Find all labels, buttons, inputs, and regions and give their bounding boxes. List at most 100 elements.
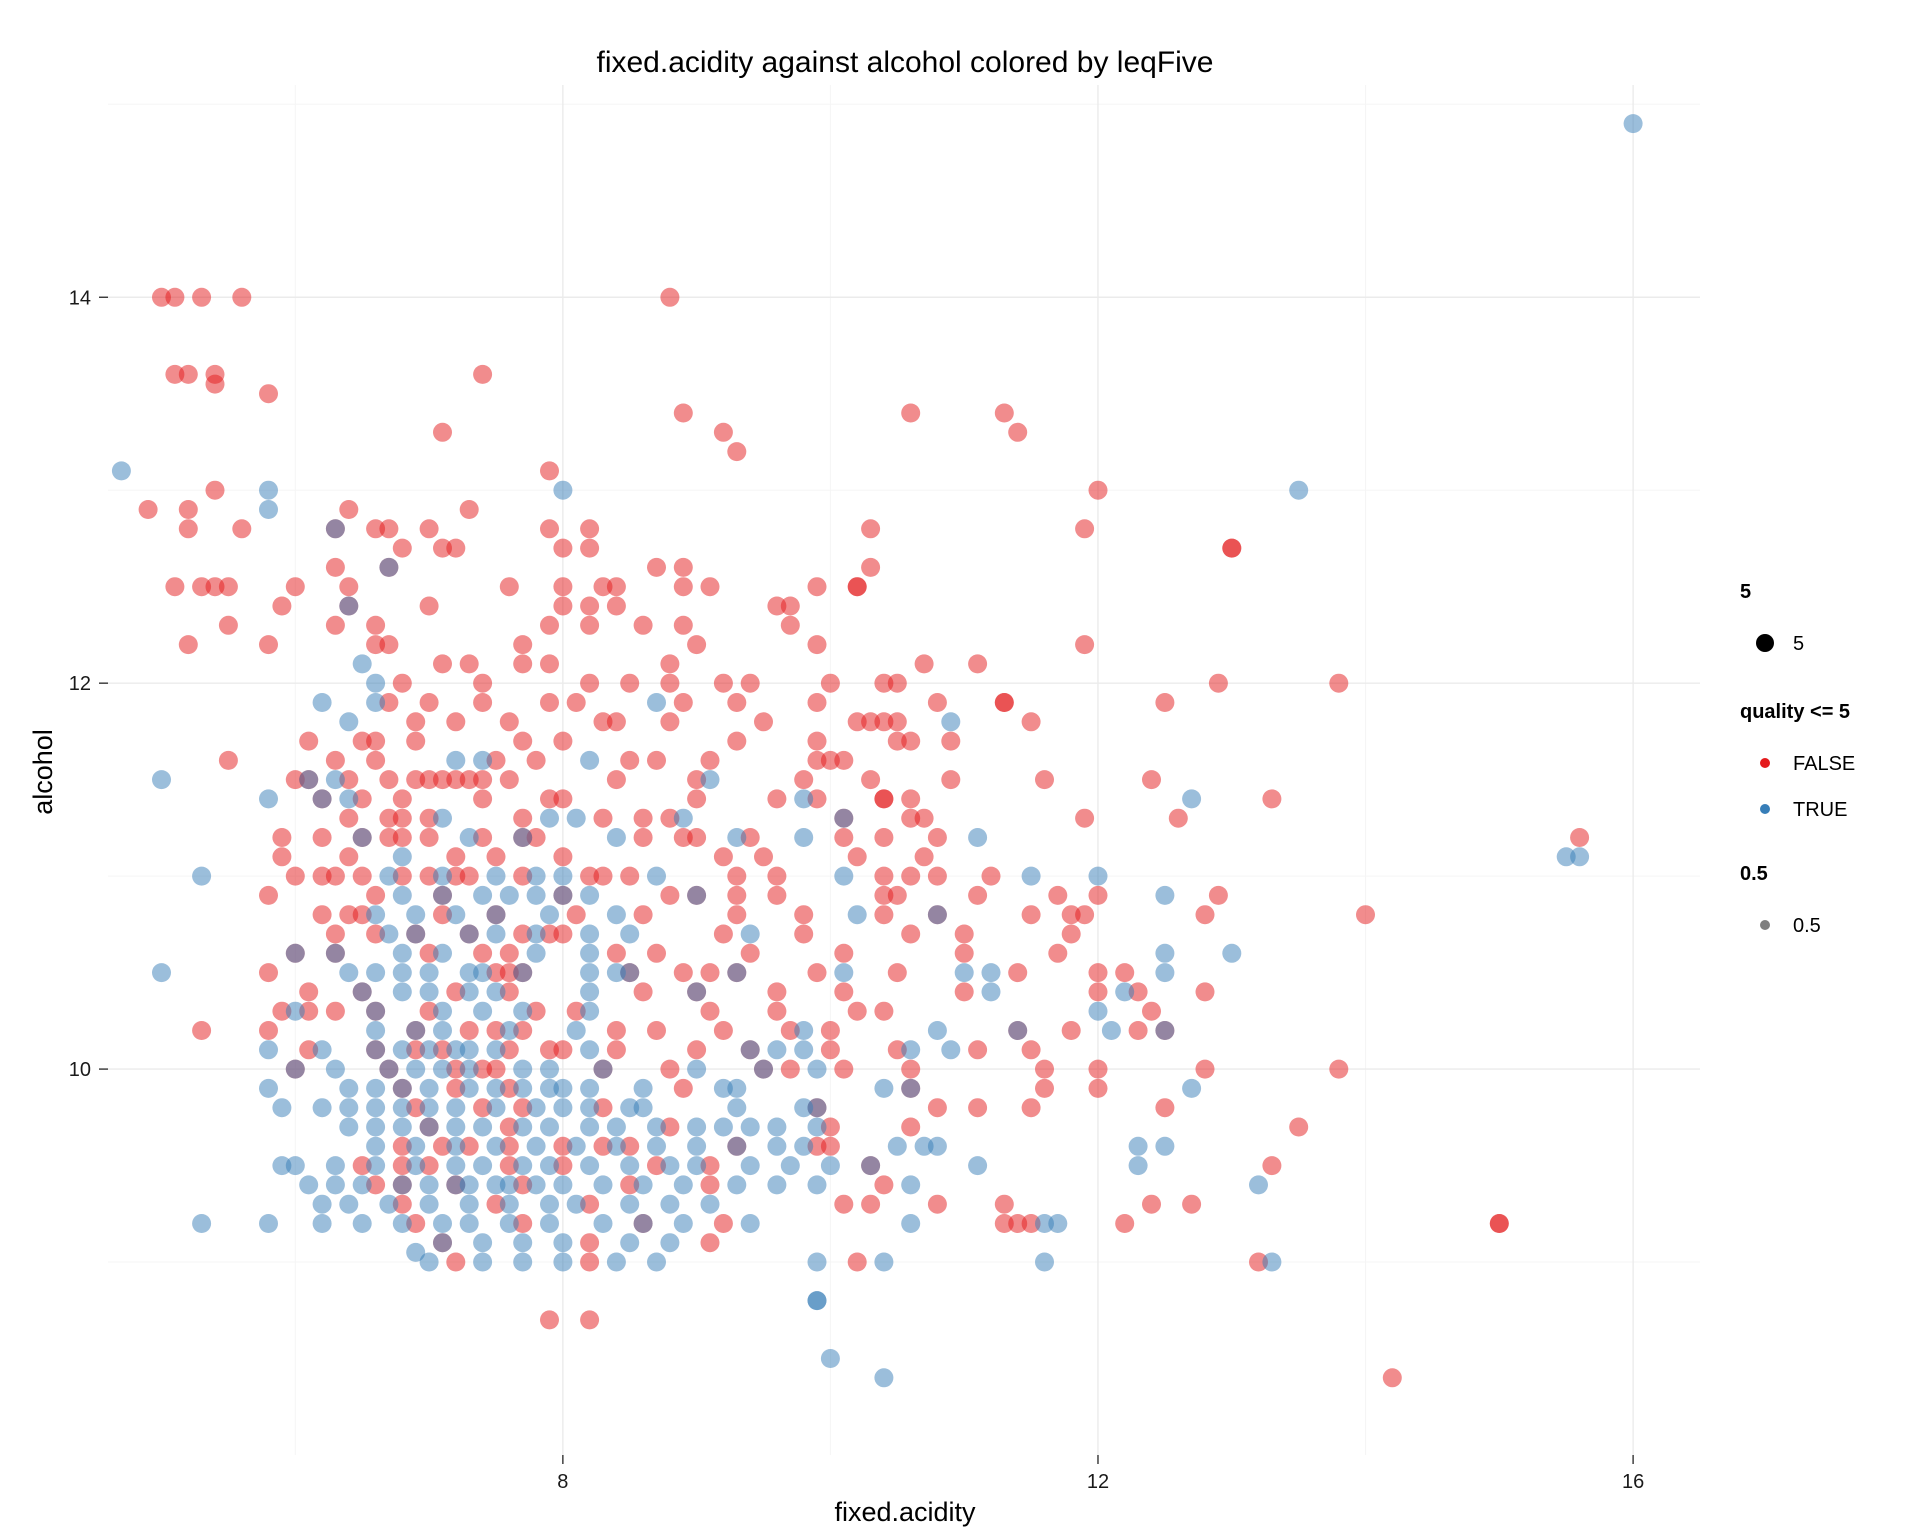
data-point-true [259,500,278,519]
data-point-false [540,693,559,712]
data-point-false [754,712,773,732]
data-point-false [566,693,586,712]
data-point-true [366,1040,386,1060]
data-point-false [713,1214,733,1233]
data-point-false [366,924,386,944]
data-point-true [847,905,867,925]
grid-layer [108,85,1700,1455]
legend: 5 5 quality <= 5 FALSE TRUE 0.5 0.5 [1740,581,1855,937]
data-point-false [540,615,559,635]
data-point-false [834,1194,854,1214]
data-point-false [647,1021,666,1040]
data-point-false [1021,712,1041,732]
data-point-false [419,693,439,712]
data-point-false [499,982,519,1002]
data-point-false [392,538,412,558]
data-point-false [499,1136,519,1156]
data-point-true [192,1214,212,1233]
data-point-false [1061,924,1081,944]
data-point-false [192,1021,212,1040]
data-point-false [392,808,412,828]
data-point-true [419,963,439,983]
data-point-false [499,577,519,597]
data-point-false [700,1175,720,1195]
data-point-false [459,866,479,886]
data-point-false [553,1136,573,1156]
data-point-false [887,673,907,693]
data-point-true [486,1040,506,1060]
data-point-false [620,750,640,770]
legend-label: FALSE [1793,753,1855,775]
data-point-true [352,1214,372,1233]
data-point-false [1035,1059,1054,1079]
data-point-false [820,1040,840,1060]
data-point-false [861,557,881,577]
data-point-true [446,1136,466,1156]
data-point-true [446,1175,466,1195]
data-point-false [446,1252,466,1272]
x-axis-title: fixed.acidity [834,1497,976,1527]
data-point-false [459,500,479,519]
data-point-false [633,828,653,847]
data-point-false [700,1156,720,1176]
data-point-true [1570,847,1590,867]
data-point-true [366,1078,386,1098]
data-point-false [968,654,988,674]
data-point-false [1075,905,1095,925]
data-point-true [887,1136,907,1156]
data-point-true [540,1059,559,1079]
data-point-false [673,828,693,847]
data-point-true [259,789,278,809]
data-point-true [433,1001,452,1021]
data-point-true [834,866,854,886]
data-point-true [687,1156,707,1176]
data-point-true [580,1156,600,1176]
data-point-false [553,1040,573,1060]
data-point-true [780,1156,800,1176]
data-point-false [419,808,439,828]
data-point-false [754,847,773,867]
data-point-false [794,924,814,944]
data-point-true [419,1194,439,1214]
data-point-true [312,789,332,809]
data-point-true [620,1233,640,1253]
data-point-true [299,1175,319,1195]
data-point-true [312,1098,332,1118]
legend-title: quality <= 5 [1740,701,1850,723]
data-point-true [406,905,426,925]
data-point-false [232,519,252,539]
data-point-false [620,866,640,886]
data-point-false [540,924,559,944]
data-point-true [553,1175,573,1195]
data-point-true [473,1252,493,1272]
data-point-true [339,712,359,732]
data-point-false [700,750,720,770]
data-point-false [713,924,733,944]
data-point-false [1008,1214,1028,1233]
data-point-true [459,1214,479,1233]
data-point-true [526,924,546,944]
data-point-false [165,577,185,597]
data-point-false [540,789,559,809]
data-point-true [927,1021,947,1040]
data-point-true [807,1175,827,1195]
data-point-false [1142,1001,1161,1021]
data-point-false [1208,673,1228,693]
data-point-true [366,905,386,925]
data-point-false [874,866,894,886]
data-point-false [647,557,666,577]
data-point-false [633,615,653,635]
data-point-false [687,635,707,655]
data-point-false [767,885,787,905]
data-point-false [352,789,372,809]
data-point-true [954,963,974,983]
data-point-false [740,673,760,693]
data-point-true [392,1098,412,1118]
data-point-true [687,885,707,905]
data-point-false [580,1310,600,1330]
data-point-false [446,847,466,867]
data-point-false [446,770,466,790]
data-point-true [433,1021,452,1040]
data-point-true [687,1136,707,1156]
data-point-false [419,1156,439,1176]
